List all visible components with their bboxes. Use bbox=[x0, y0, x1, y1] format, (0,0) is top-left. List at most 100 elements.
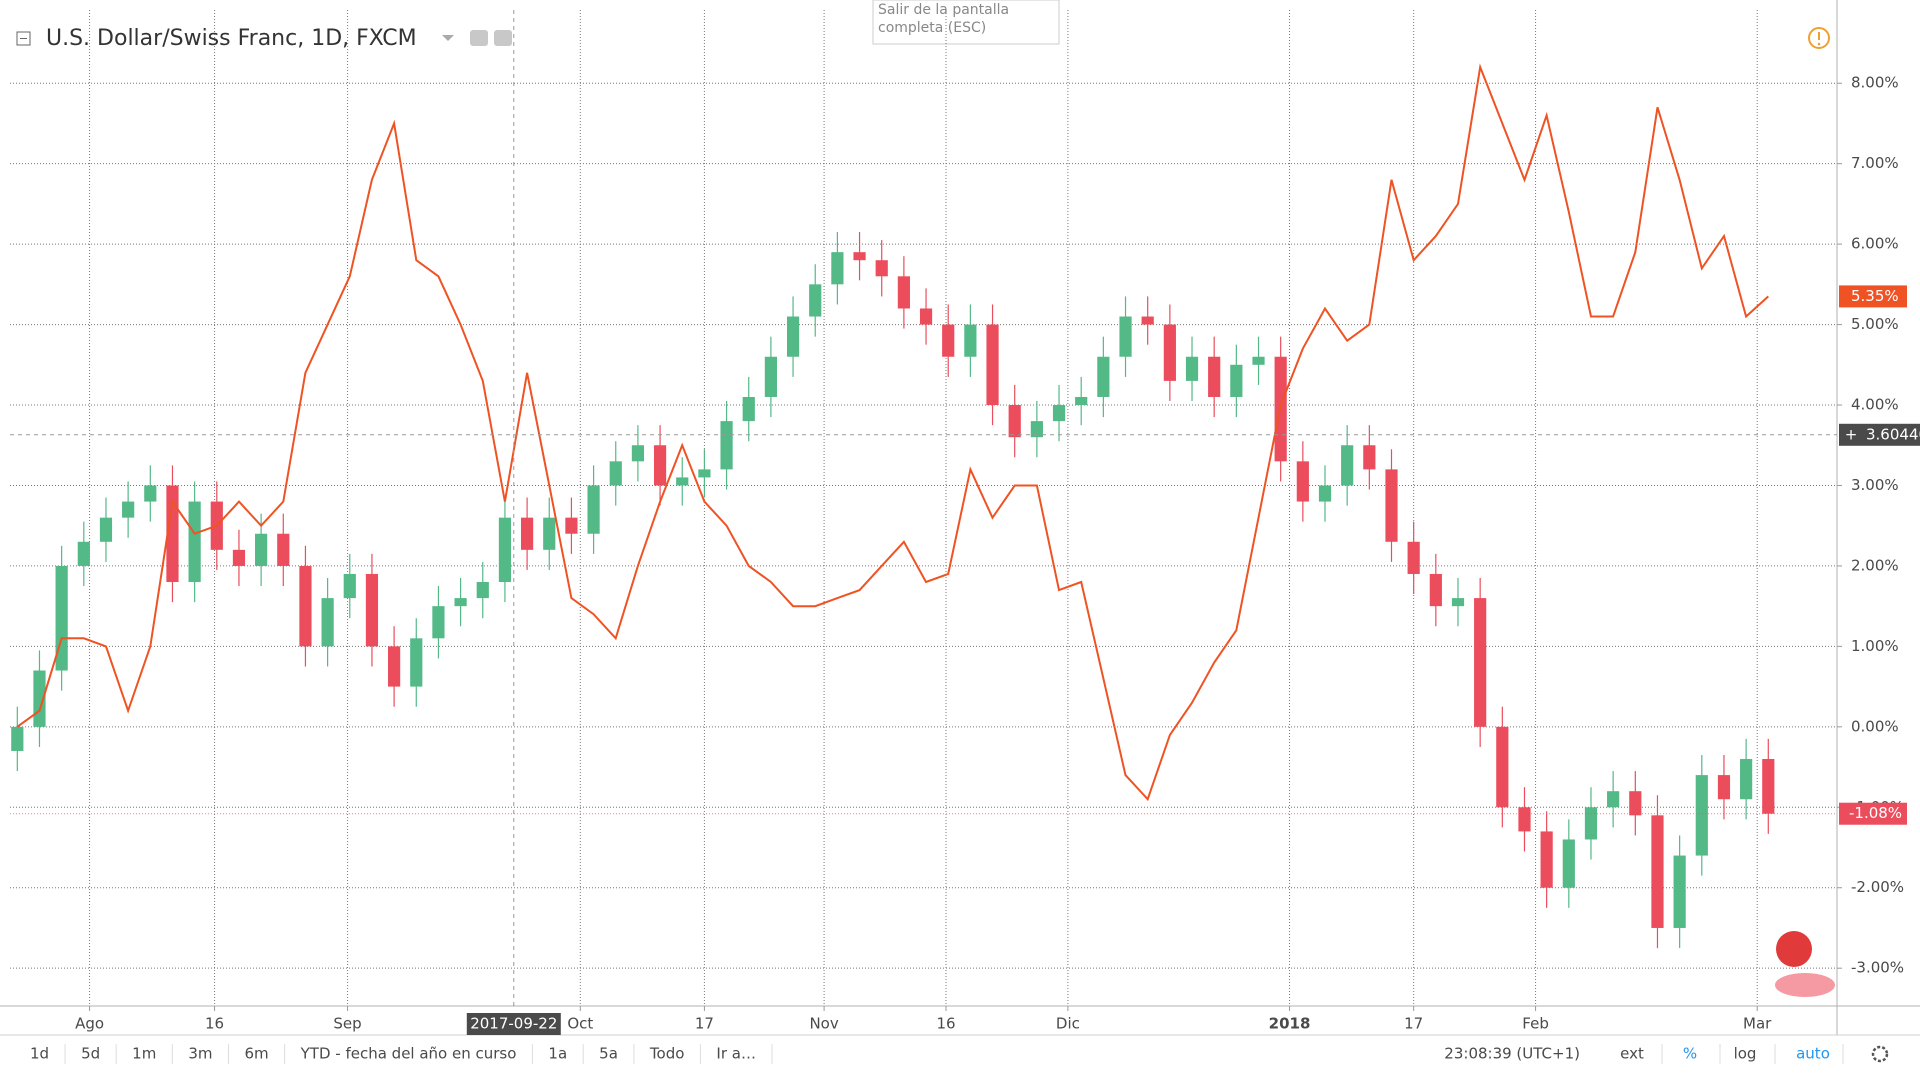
candle-body bbox=[1252, 356, 1265, 365]
candle bbox=[1008, 384, 1021, 458]
candle bbox=[1252, 336, 1265, 385]
candle-body bbox=[144, 485, 157, 502]
candle bbox=[809, 264, 822, 337]
alert-icon[interactable] bbox=[1808, 27, 1830, 49]
toolbar-option[interactable]: log bbox=[1734, 1045, 1757, 1063]
y-tick-label: 2.00% bbox=[1851, 556, 1899, 574]
candle bbox=[720, 400, 733, 490]
crosshair-plus: + bbox=[1845, 425, 1858, 443]
candle bbox=[919, 288, 933, 345]
settings-button[interactable] bbox=[494, 30, 512, 46]
candle-body bbox=[166, 485, 179, 583]
candle-body bbox=[1429, 573, 1442, 607]
candle-body bbox=[365, 573, 379, 647]
range-button[interactable]: YTD - fecha del año en curso bbox=[300, 1045, 517, 1063]
candle-body bbox=[11, 726, 24, 751]
range-button[interactable]: 1d bbox=[30, 1045, 49, 1063]
candle bbox=[144, 465, 157, 522]
candle-body bbox=[1052, 405, 1066, 422]
candle bbox=[1584, 787, 1598, 860]
candle bbox=[1119, 296, 1132, 377]
candle-body bbox=[1651, 815, 1664, 928]
x-tick-label: Mar bbox=[1743, 1015, 1772, 1033]
x-tick-label: 16 bbox=[936, 1015, 955, 1033]
tooltip-box bbox=[872, 0, 1060, 45]
candle bbox=[1695, 754, 1708, 876]
settings-gear[interactable] bbox=[1871, 1045, 1889, 1063]
candle-body bbox=[964, 324, 977, 357]
candle bbox=[1363, 425, 1376, 490]
candle bbox=[1208, 336, 1221, 418]
candle bbox=[1740, 738, 1753, 820]
x-tick-label: Feb bbox=[1522, 1015, 1549, 1033]
candle bbox=[1496, 706, 1509, 828]
candle-body bbox=[919, 308, 933, 325]
y-tick-label: 0.00% bbox=[1851, 717, 1899, 735]
range-button[interactable]: 6m bbox=[244, 1045, 268, 1063]
x-tick-label: 2018 bbox=[1269, 1015, 1311, 1033]
candle bbox=[520, 497, 534, 570]
candle-body bbox=[454, 598, 467, 607]
range-button[interactable]: Ir a… bbox=[716, 1045, 756, 1063]
candle bbox=[1451, 577, 1465, 627]
x-tick-label: Oct bbox=[567, 1015, 593, 1033]
toolbar-option[interactable]: % bbox=[1683, 1045, 1697, 1063]
candle bbox=[1318, 465, 1332, 522]
candle bbox=[1540, 811, 1553, 908]
candle bbox=[875, 240, 888, 297]
candle-body bbox=[1008, 405, 1021, 438]
candle-body bbox=[299, 565, 312, 647]
y-tick-label: 7.00% bbox=[1851, 154, 1899, 172]
range-button[interactable]: 5a bbox=[599, 1045, 618, 1063]
candle bbox=[1651, 795, 1664, 949]
range-button[interactable]: 3m bbox=[188, 1045, 212, 1063]
candle-body bbox=[1318, 485, 1332, 502]
crosshair-x-label: 2017-09-22 bbox=[470, 1015, 557, 1033]
candle-body bbox=[1629, 791, 1642, 816]
candle-body bbox=[986, 324, 999, 406]
candle-body bbox=[1097, 356, 1110, 397]
range-button[interactable]: 1m bbox=[132, 1045, 156, 1063]
candle-body bbox=[1584, 807, 1598, 840]
candle bbox=[897, 256, 910, 329]
title-dropdown[interactable] bbox=[442, 35, 454, 41]
crosshair-x-badge bbox=[466, 1013, 561, 1035]
chart-title: U.S. Dollar/Swiss Franc, 1D, FXCM bbox=[46, 26, 417, 51]
x-tick-label: 17 bbox=[695, 1015, 714, 1033]
candle-body bbox=[1341, 445, 1354, 486]
snapshot-button[interactable] bbox=[470, 30, 488, 46]
range-button[interactable]: 5d bbox=[81, 1045, 100, 1063]
candle-body bbox=[1141, 316, 1154, 325]
candle bbox=[742, 376, 755, 442]
candle bbox=[964, 304, 977, 377]
candle bbox=[1607, 771, 1620, 828]
candle-body bbox=[122, 501, 135, 518]
last-price-badge bbox=[1839, 802, 1907, 825]
range-button[interactable]: 1a bbox=[548, 1045, 567, 1063]
candle-body bbox=[1385, 469, 1398, 542]
candle-body bbox=[1562, 839, 1575, 888]
candle-body bbox=[631, 445, 645, 462]
candle bbox=[565, 497, 578, 554]
candle bbox=[365, 553, 379, 667]
logo bbox=[1775, 931, 1835, 997]
x-tick-label: Ago bbox=[75, 1015, 104, 1033]
y-tick-label: 5.00% bbox=[1851, 315, 1899, 333]
candle bbox=[698, 449, 711, 498]
candle-body bbox=[653, 445, 667, 486]
candle-body bbox=[1607, 791, 1620, 808]
comparison-line bbox=[16, 63, 1769, 802]
toolbar-option[interactable]: ext bbox=[1620, 1045, 1644, 1063]
candle bbox=[1407, 521, 1420, 595]
series-last-badge bbox=[1839, 285, 1907, 308]
y-tick-label: 6.00% bbox=[1851, 235, 1899, 253]
toolbar-option[interactable]: auto bbox=[1796, 1045, 1830, 1063]
range-button[interactable]: Todo bbox=[649, 1045, 685, 1063]
candle-body bbox=[1673, 855, 1686, 928]
candle-body bbox=[99, 517, 113, 542]
candle-body bbox=[1075, 396, 1088, 406]
collapse-button[interactable] bbox=[16, 31, 31, 46]
candle-body bbox=[1695, 775, 1708, 856]
